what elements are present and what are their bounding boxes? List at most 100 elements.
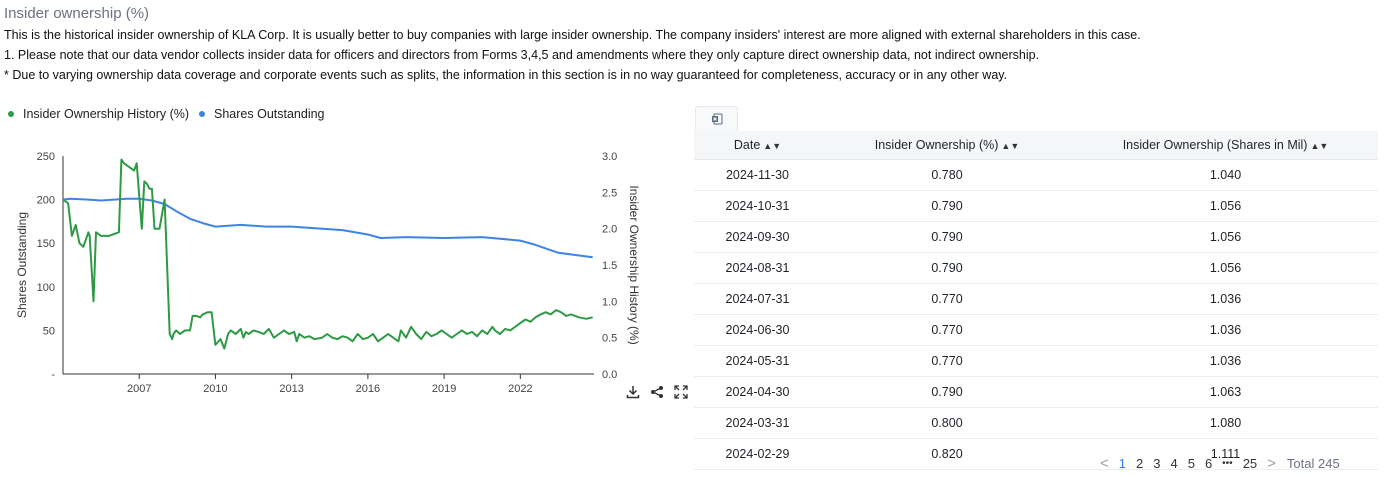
table-row: 2024-08-31 0.790 1.056: [694, 252, 1378, 284]
x-tick-label: 2007: [127, 383, 151, 395]
page-3-button[interactable]: 3: [1153, 456, 1161, 471]
sort-icon: ▲▼: [1001, 141, 1020, 151]
section-title: Insider ownership (%): [4, 5, 150, 22]
page-25-button[interactable]: 25: [1242, 456, 1258, 471]
y2-tick-label: 3.0: [602, 151, 617, 163]
y2-tick-label: 2.5: [602, 187, 617, 199]
y-tick-label: 50: [43, 325, 55, 337]
cell-ownership-pct: 0.770: [821, 314, 1073, 346]
cell-ownership-pct: 0.820: [821, 438, 1073, 470]
cell-date: 2024-06-30: [694, 314, 821, 346]
cell-date: 2024-08-31: [694, 252, 821, 284]
cell-date: 2024-11-30: [694, 159, 821, 191]
y-tick-label: 250: [37, 151, 55, 163]
x-tick-label: 2019: [432, 383, 456, 395]
x-tick-label: 2010: [203, 383, 227, 395]
y-tick-label: 100: [37, 282, 55, 294]
x-tick-label: 2016: [356, 383, 380, 395]
cell-date: 2024-03-31: [694, 407, 821, 439]
cell-ownership-shares: 1.056: [1073, 190, 1378, 222]
next-page-button[interactable]: >: [1267, 455, 1276, 472]
cell-ownership-shares: 1.056: [1073, 221, 1378, 253]
chart-legend: Insider Ownership History (%) Shares Out…: [8, 107, 335, 121]
page-5-button[interactable]: 5: [1187, 456, 1195, 471]
page-6-button[interactable]: 6: [1204, 456, 1213, 471]
y-tick-label: 200: [37, 195, 55, 207]
cell-date: 2024-10-31: [694, 190, 821, 222]
cell-ownership-pct: 0.790: [821, 252, 1073, 284]
cell-ownership-pct: 0.770: [821, 283, 1073, 315]
y2-tick-label: 1.5: [602, 260, 617, 272]
cell-ownership-shares: 1.080: [1073, 407, 1378, 439]
description-line-2: 1. Please note that our data vendor coll…: [4, 48, 1040, 62]
y-axis-label: Shares Outstanding: [15, 212, 29, 318]
description-line-1: This is the historical insider ownership…: [4, 28, 1141, 42]
cell-ownership-shares: 1.040: [1073, 159, 1378, 191]
excel-export-button[interactable]: [695, 106, 738, 132]
cell-ownership-pct: 0.790: [821, 376, 1073, 408]
table-row: 2024-07-31 0.770 1.036: [694, 283, 1378, 315]
cell-ownership-shares: 1.063: [1073, 376, 1378, 408]
fullscreen-icon[interactable]: [674, 385, 688, 399]
insider-ownership-line: [62, 158, 593, 350]
table-row: 2024-06-30 0.770 1.036: [694, 314, 1378, 346]
y-tick-label: 150: [37, 238, 55, 250]
cell-date: 2024-05-31: [694, 345, 821, 377]
pagination: < 1 2 3 4 5 6 ••• 25 > Total 245: [1095, 455, 1345, 472]
y2-tick-label: 2.0: [602, 224, 617, 236]
table-row: 2024-04-30 0.790 1.063: [694, 376, 1378, 408]
table-row: 2024-09-30 0.790 1.056: [694, 221, 1378, 253]
legend-label-shares-outstanding: Shares Outstanding: [214, 107, 325, 121]
page-2-button[interactable]: 2: [1136, 456, 1144, 471]
legend-dot-shares-outstanding: [199, 111, 206, 117]
cell-ownership-pct: 0.790: [821, 221, 1073, 253]
legend-dot-insider-ownership: [8, 111, 14, 117]
download-icon[interactable]: [626, 385, 640, 399]
cell-ownership-shares: 1.036: [1073, 314, 1378, 346]
table-row: 2024-02-29 0.820 1.111: [694, 438, 1378, 470]
sort-icon: ▲▼: [1310, 141, 1329, 151]
column-header-date[interactable]: Date ▲▼: [694, 131, 821, 160]
y2-tick-label: 0.5: [602, 333, 617, 345]
column-header-ownership-shares[interactable]: Insider Ownership (Shares in Mil) ▲▼: [1073, 131, 1378, 160]
sort-icon: ▲▼: [763, 141, 782, 151]
share-icon[interactable]: [650, 385, 664, 399]
cell-date: 2024-07-31: [694, 283, 821, 315]
x-tick-label: 2022: [508, 383, 532, 395]
cell-ownership-pct: 0.780: [821, 159, 1073, 191]
pagination-total: Total 245: [1286, 456, 1340, 471]
excel-export-icon: [711, 113, 722, 125]
table-header-row: Date ▲▼ Insider Ownership (%) ▲▼ Insider O…: [694, 131, 1378, 160]
cell-date: 2024-04-30: [694, 376, 821, 408]
pagination-ellipsis[interactable]: •••: [1222, 458, 1233, 469]
chart-toolbar: [626, 385, 688, 399]
legend-label-insider-ownership: Insider Ownership History (%): [23, 107, 190, 121]
cell-date: 2024-02-29: [694, 438, 821, 470]
cell-ownership-shares: 1.036: [1073, 283, 1378, 315]
cell-ownership-shares: 1.111: [1073, 438, 1378, 470]
cell-date: 2024-09-30: [694, 221, 821, 253]
column-header-ownership-pct[interactable]: Insider Ownership (%) ▲▼: [821, 131, 1073, 160]
x-tick-label: 2013: [279, 383, 303, 395]
legend-item-shares-outstanding[interactable]: Shares Outstanding: [199, 107, 325, 121]
y-tick-label: -: [51, 369, 55, 381]
y2-axis-label: Insider Ownership History (%): [627, 185, 641, 344]
description-line-3: * Due to varying ownership data coverage…: [4, 68, 1008, 82]
cell-ownership-shares: 1.056: [1073, 252, 1378, 284]
legend-item-insider-ownership[interactable]: Insider Ownership History (%): [8, 107, 189, 121]
table-row: 2024-03-31 0.800 1.080: [694, 407, 1378, 439]
cell-ownership-pct: 0.800: [821, 407, 1073, 439]
table-row: 2024-05-31 0.770 1.036: [694, 345, 1378, 377]
prev-page-button[interactable]: <: [1100, 455, 1109, 472]
page-4-button[interactable]: 4: [1170, 456, 1178, 471]
shares-outstanding-line: [62, 197, 593, 259]
cell-ownership-shares: 1.036: [1073, 345, 1378, 377]
page-1-button[interactable]: 1: [1118, 456, 1126, 471]
cell-ownership-pct: 0.770: [821, 345, 1073, 377]
y2-tick-label: 0.0: [602, 369, 617, 381]
table-row: 2024-11-30 0.780 1.040: [694, 159, 1378, 191]
insider-ownership-table: Date ▲▼ Insider Ownership (%) ▲▼ Insider O…: [694, 131, 1378, 470]
table-row: 2024-10-31 0.790 1.056: [694, 190, 1378, 222]
insider-ownership-chart: - 50 100 150 200 250 0.0 0.5 1.0 1.5 2.0 2.5 3.0 2007…: [15, 151, 641, 395]
y2-tick-label: 1.0: [602, 296, 617, 308]
